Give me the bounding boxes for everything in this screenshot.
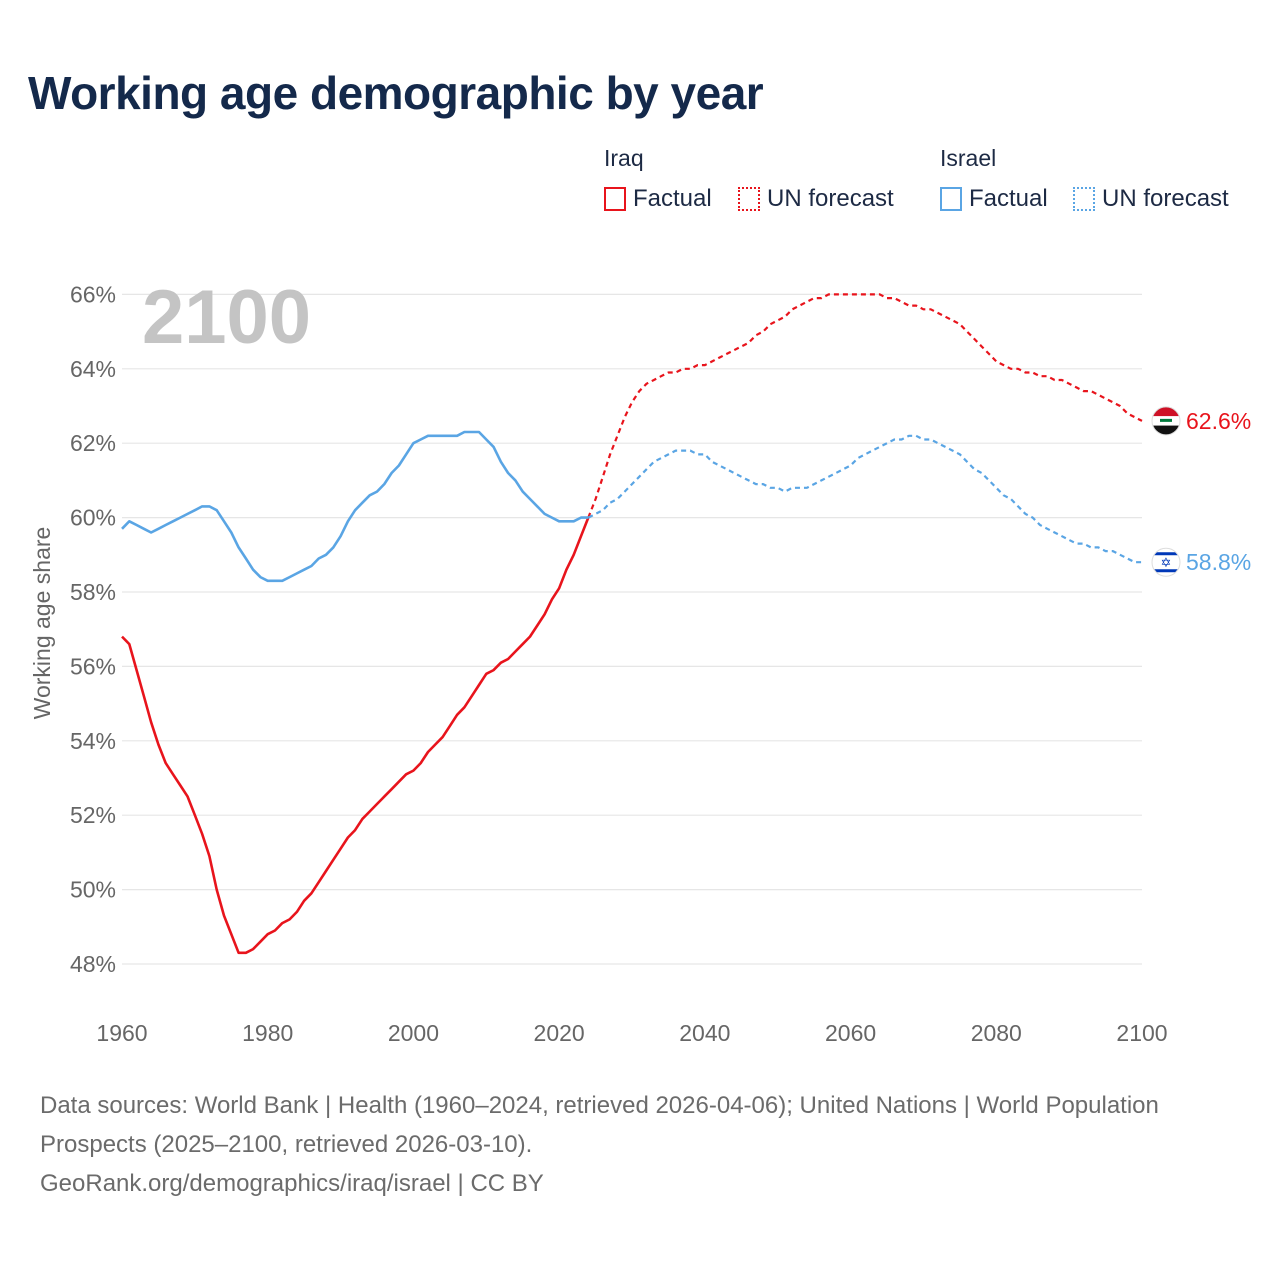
legend-iraq-factual[interactable]: Factual: [604, 185, 712, 213]
sources-text: Data sources: World Bank | Health (1960–…: [40, 1092, 1159, 1158]
legend-swatch-dotted: [738, 187, 760, 211]
y-tick-label: 60%: [70, 505, 116, 531]
y-tick-label: 58%: [70, 579, 116, 605]
y-tick-label: 64%: [70, 356, 116, 382]
y-tick-label: 52%: [70, 802, 116, 828]
x-tick-label: 1960: [96, 1020, 147, 1046]
sources-link[interactable]: GeoRank.org/demographics/iraq/israel | C…: [40, 1170, 544, 1197]
year-watermark: 2100: [142, 275, 311, 360]
iraq-forecast-line: [587, 293, 1143, 519]
end-markers: 62.6% ✡ 58.8%: [1151, 406, 1251, 577]
y-axis-label: Working age share: [29, 527, 55, 720]
x-tick-label: 1980: [242, 1020, 293, 1046]
y-tick-label: 48%: [70, 951, 116, 977]
data-sources: Data sources: World Bank | Health (1960–…: [40, 1086, 1220, 1203]
legend-group-iraq: Iraq: [604, 145, 644, 171]
y-tick-label: 56%: [70, 653, 116, 679]
iraq-flag-icon: [1151, 406, 1181, 436]
legend-israel-forecast[interactable]: UN forecast: [1073, 185, 1229, 213]
legend-swatch-dotted: [1073, 187, 1095, 211]
x-tick-label: 2040: [679, 1020, 730, 1046]
israel-end-label: 58.8%: [1186, 549, 1251, 575]
israel-flag-icon: ✡: [1151, 547, 1181, 577]
line-chart: 48% 50% 52% 54% 56% 58% 60% 62% 64% 66% 1960 1980 2…: [29, 275, 1251, 1046]
x-tick-label: 2020: [534, 1020, 585, 1046]
grid-lines: [122, 293, 1142, 965]
x-tick-label: 2000: [388, 1020, 439, 1046]
legend-swatch-solid: [604, 187, 626, 211]
legend-label: Factual: [969, 185, 1048, 212]
legend-israel-factual[interactable]: Factual: [940, 185, 1048, 213]
x-tick-labels: 1960 1980 2000 2020 2040 2060 2080 2100: [96, 1020, 1167, 1046]
chart-title: Working age demographic by year: [28, 67, 764, 119]
iraq-end-label: 62.6%: [1186, 408, 1251, 434]
legend-label: UN forecast: [1102, 185, 1229, 212]
y-tick-label: 62%: [70, 430, 116, 456]
israel-forecast-line: [587, 434, 1142, 564]
y-tick-label: 66%: [70, 281, 116, 307]
legend-label: Factual: [633, 185, 712, 212]
iraq-factual-line: [121, 517, 590, 955]
x-tick-label: 2080: [971, 1020, 1022, 1046]
legend-swatch-solid: [940, 187, 962, 211]
legend-label: UN forecast: [767, 185, 894, 212]
y-tick-label: 50%: [70, 877, 116, 903]
israel-factual-line: [121, 430, 589, 583]
y-tick-label: 54%: [70, 728, 116, 754]
legend-iraq-forecast[interactable]: UN forecast: [738, 185, 894, 213]
svg-text:✡: ✡: [1161, 556, 1172, 571]
series-lines: [121, 293, 1143, 955]
x-tick-label: 2100: [1116, 1020, 1167, 1046]
x-tick-label: 2060: [825, 1020, 876, 1046]
y-tick-labels: 48% 50% 52% 54% 56% 58% 60% 62% 64% 66%: [70, 281, 116, 977]
legend-group-israel: Israel: [940, 145, 997, 171]
